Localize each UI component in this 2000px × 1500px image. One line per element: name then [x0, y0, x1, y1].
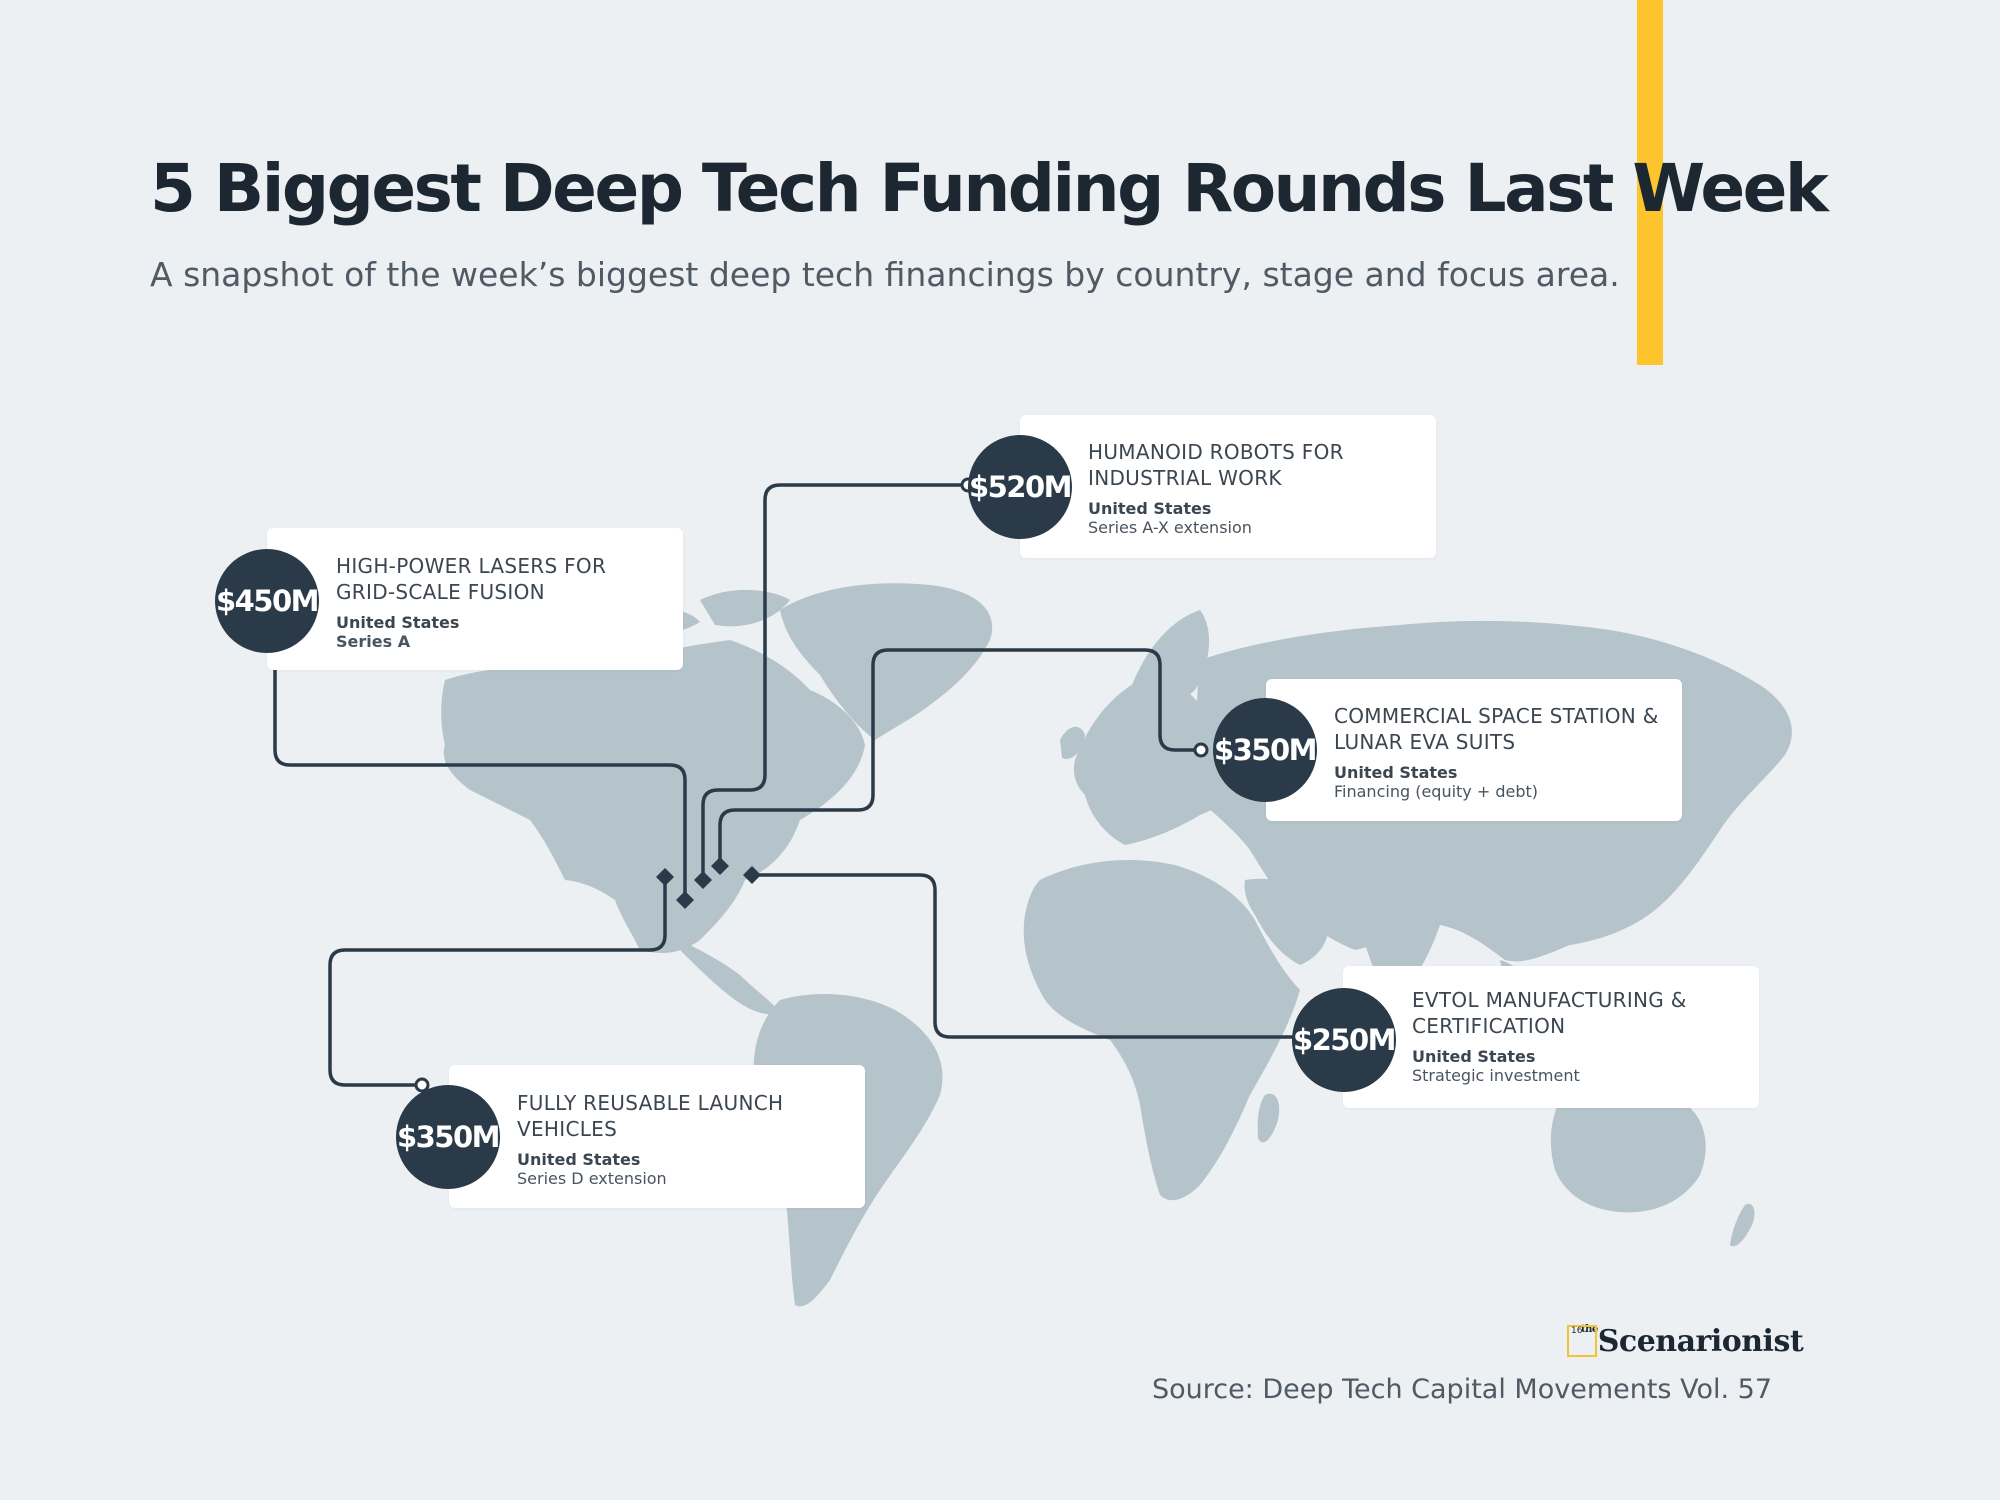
landmass-arabia	[1244, 878, 1329, 965]
card-stage: Financing (equity + debt)	[1334, 782, 1539, 801]
card-title: FULLY REUSABLE LAUNCH VEHICLES	[517, 1091, 784, 1141]
landmass-madagascar	[1257, 1093, 1280, 1143]
card-country: United States	[517, 1150, 641, 1169]
ring-space-station	[1193, 742, 1209, 758]
card-title: HIGH-POWER LASERS FOR GRID-SCALE FUSION	[336, 554, 607, 604]
connector-robots	[701, 483, 965, 880]
card-country: United States	[1412, 1047, 1536, 1066]
funding-card-lasers	[267, 528, 683, 670]
brand-small-word: the	[1581, 1323, 1598, 1335]
marker-space-station	[711, 857, 729, 875]
card-text-robots: HUMANOID ROBOTS FOR INDUSTRIAL WORK Unit…	[1088, 439, 1418, 537]
funding-card-space-station	[1266, 679, 1682, 821]
card-country: United States	[1088, 499, 1212, 518]
amount-bubble-launch: $350M	[396, 1085, 501, 1189]
landmass-british-isles	[1060, 726, 1085, 759]
brand-name-text: Scenarionist	[1597, 1323, 1804, 1359]
card-title: HUMANOID ROBOTS FOR INDUSTRIAL WORK	[1088, 440, 1344, 490]
card-stage: Strategic investment	[1412, 1066, 1580, 1085]
brand-logo: 16 theScenarionist	[1567, 1320, 1804, 1362]
brand-mark: 16	[1567, 1325, 1597, 1357]
card-text-launch: FULLY REUSABLE LAUNCH VEHICLES United St…	[517, 1090, 847, 1188]
connector-lines	[273, 483, 1300, 1087]
card-stage: Series A-X extension	[1088, 518, 1252, 537]
card-stage: Series D extension	[517, 1169, 667, 1188]
card-country: United States	[1334, 763, 1458, 782]
source-note: Source: Deep Tech Capital Movements Vol.…	[1151, 1374, 1772, 1405]
origin-markers	[656, 857, 761, 909]
card-title: EVTOL MANUFACTURING & CERTIFICATION	[1412, 988, 1687, 1038]
connector-launch	[328, 877, 667, 1087]
card-text-evtol: EVTOL MANUFACTURING & CERTIFICATION Unit…	[1412, 987, 1742, 1085]
card-title: COMMERCIAL SPACE STATION & LUNAR EVA SUI…	[1334, 704, 1659, 754]
page-title: 5 Biggest Deep Tech Funding Rounds Last …	[150, 150, 1829, 227]
amount-bubble-space-station: $350M	[1213, 698, 1318, 802]
landmass-central-america	[680, 940, 780, 1015]
funding-card-robots	[1020, 415, 1436, 558]
amount-bubble-robots: $520M	[968, 435, 1073, 539]
card-text-lasers: HIGH-POWER LASERS FOR GRID-SCALE FUSION …	[336, 553, 666, 651]
funding-card-launch	[449, 1065, 865, 1208]
marker-lasers	[676, 891, 694, 909]
card-stage: Series A	[336, 632, 411, 651]
card-text-space-station: COMMERCIAL SPACE STATION & LUNAR EVA SUI…	[1334, 703, 1674, 801]
marker-launch	[656, 868, 674, 886]
accent-bar	[1637, 0, 1663, 365]
amount-bubble-evtol: $250M	[1292, 988, 1397, 1092]
landmass-new-zealand	[1730, 1203, 1755, 1247]
connector-lasers	[273, 670, 687, 900]
landmass-north-america	[441, 640, 865, 953]
landmass-japan	[1670, 815, 1703, 876]
page-subtitle: A snapshot of the week’s biggest deep te…	[150, 255, 1620, 294]
landmass-africa	[1023, 860, 1300, 1201]
marker-robots	[694, 871, 712, 889]
brand-mark-number: 16	[1571, 1326, 1583, 1336]
connector-space-station	[718, 648, 1200, 865]
marker-evtol	[743, 866, 761, 884]
funding-card-evtol	[1343, 966, 1759, 1108]
landmass-scandinavia	[1130, 610, 1210, 703]
amount-bubble-lasers: $450M	[215, 549, 320, 653]
landmass-australia	[1550, 1088, 1706, 1213]
landmass-greenland	[780, 583, 993, 740]
connector-evtol	[752, 873, 1300, 1039]
card-country: United States	[336, 613, 460, 632]
brand-name: theScenarionist	[1581, 1323, 1804, 1359]
